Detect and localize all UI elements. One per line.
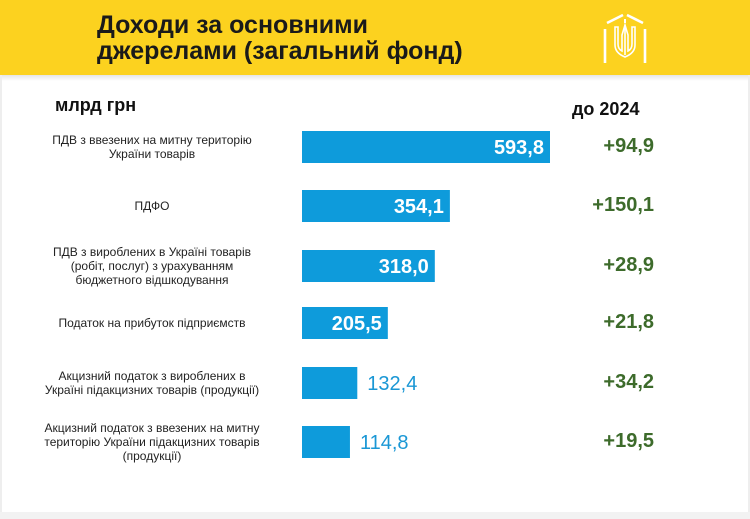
header-shadow bbox=[0, 75, 750, 81]
category-label-line: (робіт, послуг) з урахуванням bbox=[70, 259, 234, 273]
bar-2 bbox=[302, 190, 450, 222]
delta-value-5: +34,2 bbox=[603, 371, 654, 393]
delta-value-2: +150,1 bbox=[592, 194, 654, 216]
category-label-line: ПДВ з ввезених на митну територію bbox=[52, 133, 252, 147]
category-label-4: Податок на прибуток підприємств bbox=[12, 316, 292, 330]
trident-emblem-icon bbox=[603, 13, 647, 63]
frame-edge-bottom bbox=[0, 512, 750, 519]
delta-value-3: +28,9 bbox=[603, 254, 654, 276]
bar-4 bbox=[302, 307, 388, 339]
category-label-1: ПДВ з ввезених на митну територію України… bbox=[12, 133, 292, 161]
delta-value-1: +94,9 bbox=[603, 135, 654, 157]
category-label-line: ПДФО bbox=[134, 199, 170, 213]
category-label-line: бюджетного відшкодування bbox=[75, 273, 229, 287]
delta-header: до 2024 bbox=[572, 99, 640, 119]
category-label-line: територію України підакцизних товарів bbox=[44, 435, 260, 449]
delta-value-6: +19,5 bbox=[603, 430, 654, 452]
bar-value-label-2: 354,1 bbox=[394, 196, 444, 218]
category-label-line: Акцизний податок з вироблених в bbox=[58, 369, 246, 383]
category-label-2: ПДФО bbox=[12, 199, 292, 213]
bar-value-label-6: 114,8 bbox=[360, 432, 409, 454]
bar-value-label-1: 593,8 bbox=[494, 137, 544, 159]
frame-edge-right bbox=[748, 75, 750, 519]
bar-value-label-5: 132,4 bbox=[367, 373, 417, 395]
delta-value-4: +21,8 bbox=[603, 311, 654, 333]
bar-5 bbox=[302, 367, 358, 399]
unit-label: млрд грн bbox=[55, 95, 137, 115]
category-label-6: Акцизний податок з ввезених на митну тери… bbox=[12, 421, 292, 463]
bar-1 bbox=[302, 131, 550, 163]
category-label-line: України товарів bbox=[108, 147, 196, 161]
bar-3 bbox=[302, 250, 435, 282]
category-label-line: Акцизний податок з ввезених на митну bbox=[44, 421, 260, 435]
bar-6 bbox=[302, 426, 350, 458]
bar-value-label-3: 318,0 bbox=[379, 256, 429, 278]
category-label-3: ПДВ з вироблених в Україні товарів (робіт… bbox=[12, 245, 292, 287]
frame-edge-left bbox=[0, 75, 2, 519]
page-title: Доходи за основними джерелами (загальний… bbox=[97, 12, 463, 64]
category-label-5: Акцизний податок з вироблених в Україні п… bbox=[12, 369, 292, 397]
category-label-line: (продукції) bbox=[122, 449, 182, 463]
title-line-1: Доходи за основними bbox=[97, 11, 369, 39]
title-line-2: джерелами (загальний фонд) bbox=[97, 37, 463, 65]
bar-value-label-4: 205,5 bbox=[332, 313, 382, 335]
category-label-line: Україні підакцизних товарів (продукції) bbox=[44, 383, 260, 397]
category-label-line: ПДВ з вироблених в Україні товарів bbox=[52, 245, 252, 259]
category-label-line: Податок на прибуток підприємств bbox=[58, 316, 246, 330]
